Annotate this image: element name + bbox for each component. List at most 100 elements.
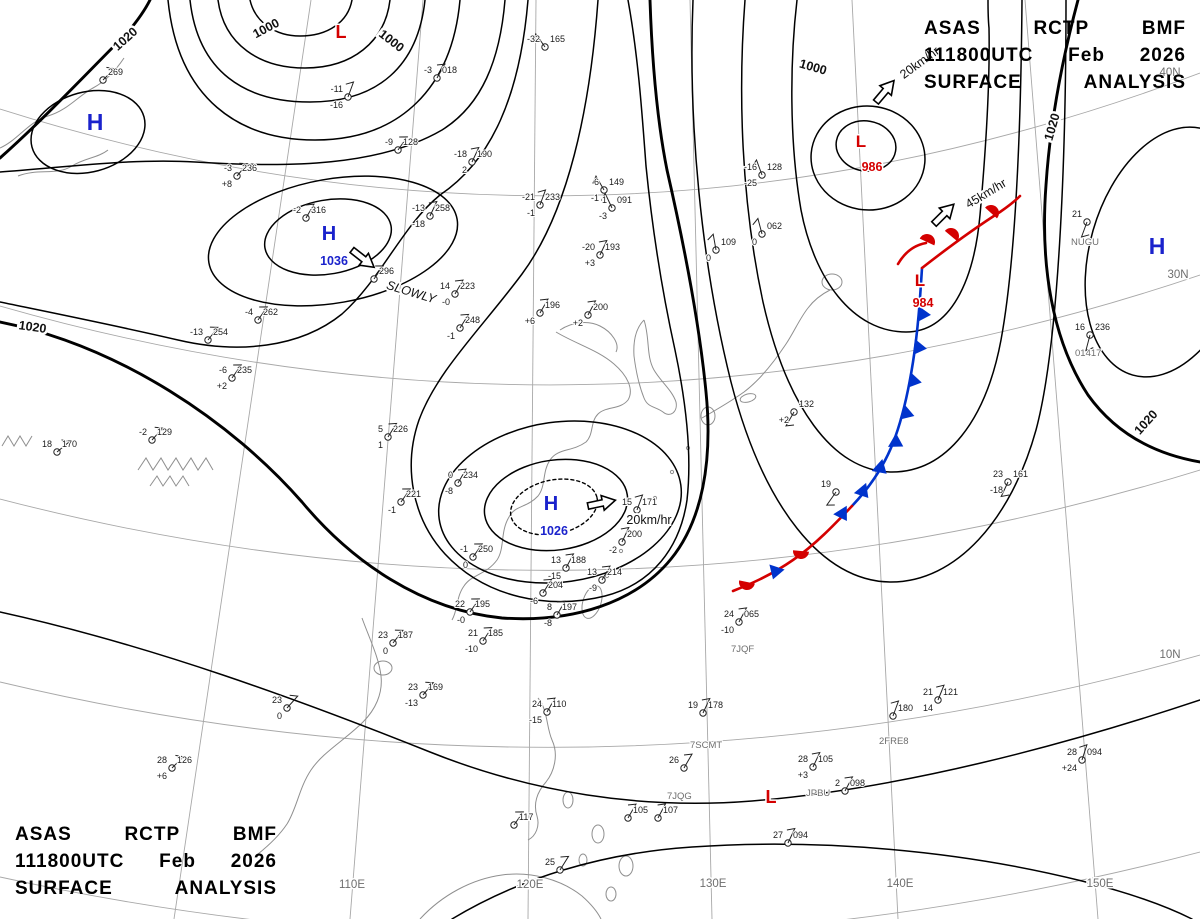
title-word: Feb — [159, 851, 196, 873]
station-pressure: 128 — [767, 162, 782, 172]
station-plot: 109 0 — [705, 233, 737, 264]
station-plot: 269 — [99, 66, 124, 84]
station-dewpoint: +2 — [779, 415, 789, 425]
wind-barb — [305, 203, 315, 219]
wind-barb — [592, 174, 605, 191]
low-center-letter: L — [336, 22, 347, 42]
station-pressure: 190 — [477, 149, 492, 159]
station-plot: 23 0 — [271, 694, 299, 722]
station-temp: -2 — [293, 205, 301, 215]
station-dewpoint: -1 — [388, 505, 396, 515]
station-plot: 19 — [820, 478, 840, 506]
station-dewpoint: +24 — [1062, 763, 1077, 773]
station-temp: 23 — [993, 469, 1003, 479]
cold-front-triangle — [769, 564, 785, 580]
station-pressure: 121 — [943, 687, 958, 697]
wind-barb — [373, 265, 385, 280]
station-pressure: 169 — [428, 682, 443, 692]
wind-barb — [345, 81, 355, 98]
cold-front-triangle — [888, 433, 904, 447]
wind-barb — [811, 751, 821, 768]
station-plot: -3 236 +8 — [221, 162, 258, 190]
movement-arrows — [346, 74, 960, 515]
station-pressure: 226 — [393, 424, 408, 434]
station-id: 2FRE8 — [879, 736, 909, 747]
station-temp: -2 — [139, 427, 147, 437]
wind-barb — [482, 627, 493, 642]
title-word: ANALYSIS — [1083, 71, 1186, 93]
warm-front-semicircle — [944, 228, 959, 242]
low-center-letter: L — [915, 271, 925, 290]
title-line: SURFACE ANALYSIS — [924, 70, 1186, 97]
station-temp: 15 — [622, 497, 632, 507]
station-pressure: 236 — [242, 163, 257, 173]
movement-arrow — [869, 74, 901, 108]
wind-barb — [469, 598, 481, 613]
station-temp: 13 — [551, 555, 561, 565]
station-plot: 180 — [889, 700, 914, 720]
fronts — [731, 194, 1022, 593]
station-pressure: 193 — [605, 242, 620, 252]
wind-barb — [657, 803, 667, 819]
station-pressure: 098 — [850, 778, 865, 788]
station-dewpoint: -3 — [599, 211, 607, 221]
station-pressure: 128 — [403, 137, 418, 147]
station-plot: 6 149 -1 — [590, 174, 625, 204]
station-pressure: 180 — [898, 703, 913, 713]
station-plot: 117 — [510, 811, 534, 829]
station-plot: 107 — [654, 803, 679, 822]
wind-barb — [56, 439, 71, 453]
wind-barb — [598, 239, 608, 256]
wind-barb — [422, 681, 435, 696]
station-temp: 28 — [798, 754, 808, 764]
wind-barb — [627, 803, 637, 819]
wind-barb — [428, 200, 438, 217]
station-pressure: 126 — [177, 755, 192, 765]
station-plot: 21 185 -10 — [464, 627, 504, 655]
station-plot: 27 094 — [772, 827, 809, 847]
low-center-letter: L — [856, 132, 866, 151]
cold-front-triangle — [907, 372, 922, 388]
station-pressure: 094 — [1087, 747, 1102, 757]
cold-front-triangle — [917, 306, 931, 322]
isobar-label: 1020 — [1132, 407, 1161, 437]
front-symbols — [739, 205, 999, 590]
station-temp: 2 — [835, 778, 840, 788]
wind-barb — [397, 136, 409, 151]
station-plot: 15 171 0 — [621, 494, 658, 524]
station-pressure: 185 — [488, 628, 503, 638]
station-temp: 19 — [821, 479, 831, 489]
warm-front-path — [920, 194, 1022, 270]
station-pressure: 195 — [475, 599, 490, 609]
title-word: 2026 — [230, 851, 277, 873]
title-word: SURFACE — [924, 71, 1022, 93]
station-dewpoint: -2 — [609, 545, 617, 555]
station-pressure: 214 — [607, 567, 622, 577]
station-pressure: 188 — [571, 555, 586, 565]
graticule-label: 150E — [1087, 878, 1114, 890]
wind-barb — [600, 192, 613, 209]
station-pressure: 235 — [237, 365, 252, 375]
high-center-letter: H — [87, 109, 104, 135]
isobar-label: 1020 — [1042, 112, 1063, 143]
wind-barb — [559, 855, 570, 871]
station-plot: 132 +2 — [778, 398, 815, 427]
graticule-label: 110E — [339, 879, 365, 891]
station-temp: 24 — [724, 609, 734, 619]
station-dewpoint: +3 — [798, 770, 808, 780]
movement-label: SLOWLY — [385, 278, 439, 307]
station-plot: -18 190 2 — [453, 146, 493, 176]
title-line: SURFACE ANALYSIS — [15, 876, 277, 903]
wind-barb — [890, 700, 900, 717]
station-temp: 1 — [602, 195, 607, 205]
station-plot: -20 193 +3 — [581, 239, 621, 269]
station-plot: 25 — [544, 855, 570, 874]
station-dewpoint: -1 — [591, 193, 599, 203]
station-plot: 221 -1 — [387, 488, 422, 516]
station-plot: 0 234 -8 — [444, 468, 479, 497]
station-plot: -9 128 — [384, 136, 419, 154]
station-pressure: 171 — [642, 497, 657, 507]
station-plot: -11 -16 — [329, 81, 355, 111]
